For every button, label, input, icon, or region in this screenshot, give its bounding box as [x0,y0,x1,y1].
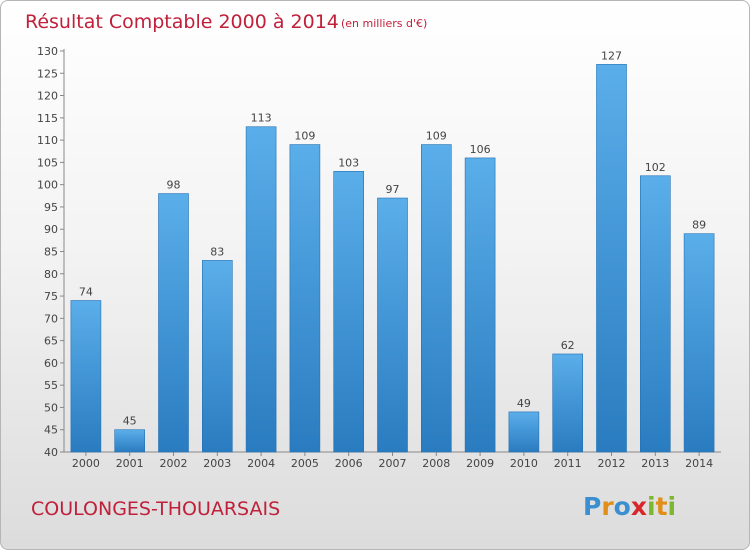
x-tick-label: 2003 [203,457,231,470]
bar [420,144,452,453]
data-label: 113 [251,112,272,125]
axes: 40 45 50 55 60 65 70 75 80 85 90 95 100 105 110 115 120 1… [37,45,721,470]
bar [333,171,365,453]
y-tick-label: 70 [44,312,58,325]
y-tick-label: 110 [37,134,58,147]
proxiti-logo: Proxiti [583,492,676,521]
y-tick-label: 85 [44,246,58,259]
chart-subtitle: (en milliers d'€) [341,17,427,30]
logo-letter: r [601,492,614,521]
x-tick-label: 2001 [116,457,144,470]
logo-letter: o [614,492,631,521]
bar [377,197,408,453]
x-tick-label: 2009 [466,457,494,470]
y-tick-label: 80 [44,268,58,281]
data-label: 127 [601,49,622,62]
data-label: 49 [517,397,531,410]
x-tick-label: 2008 [422,457,450,470]
x-tick-label: 2012 [598,457,626,470]
data-label: 83 [210,245,224,258]
bar [508,411,540,453]
y-tick-label: 50 [44,401,58,414]
y-tick-label: 100 [37,179,58,192]
bar [202,260,233,453]
x-tick-label: 2000 [72,457,100,470]
logo-letter: i [668,492,677,521]
data-label: 74 [79,286,93,299]
data-label: 103 [338,156,359,169]
x-tick-label: 2006 [335,457,363,470]
x-tick-label: 2004 [247,457,275,470]
bar [289,144,321,453]
y-tick-label: 130 [37,45,58,58]
bars: 74 45 98 83 113 109 103 97 109 106 49 62 127 102 89 [70,49,715,453]
data-label: 97 [386,183,400,196]
y-tick-label: 40 [44,446,58,459]
y-tick-label: 120 [37,90,58,103]
x-tick-label: 2011 [554,457,582,470]
bar [158,193,189,453]
bar [464,157,496,453]
bar [683,233,715,453]
x-tick-label: 2007 [379,457,407,470]
y-tick-label: 75 [44,290,58,303]
y-tick-label: 60 [44,357,58,370]
y-tick-label: 125 [37,67,58,80]
x-tick-label: 2005 [291,457,319,470]
logo-letter: P [583,492,601,521]
data-label: 45 [123,415,137,428]
logo-letter: t [656,492,668,521]
x-tick-label: 2013 [641,457,669,470]
data-label: 102 [645,161,666,174]
data-label: 62 [561,339,575,352]
bar [70,300,102,453]
logo-letter: i [647,492,656,521]
bar [596,64,627,453]
y-tick-label: 95 [44,201,58,214]
logo-letter: x [631,492,647,521]
y-tick-label: 105 [37,156,58,169]
chart-title: Résultat Comptable 2000 à 2014 [25,11,339,33]
commune-name: COULONGES-THOUARSAIS [31,498,280,520]
bar [552,353,584,453]
data-label: 89 [692,219,706,232]
y-tick-label: 65 [44,335,58,348]
x-tick-label: 2010 [510,457,538,470]
data-label: 109 [294,130,315,143]
data-label: 98 [167,179,181,192]
bar [114,429,145,453]
x-tick-label: 2002 [160,457,188,470]
y-tick-label: 45 [44,424,58,437]
data-label: 106 [470,143,491,156]
y-tick-label: 90 [44,223,58,236]
x-tick-label: 2014 [685,457,713,470]
y-tick-label: 115 [37,112,58,125]
bar [245,126,277,453]
data-label: 109 [426,130,447,143]
y-tick-label: 55 [44,379,58,392]
bar [639,175,671,453]
